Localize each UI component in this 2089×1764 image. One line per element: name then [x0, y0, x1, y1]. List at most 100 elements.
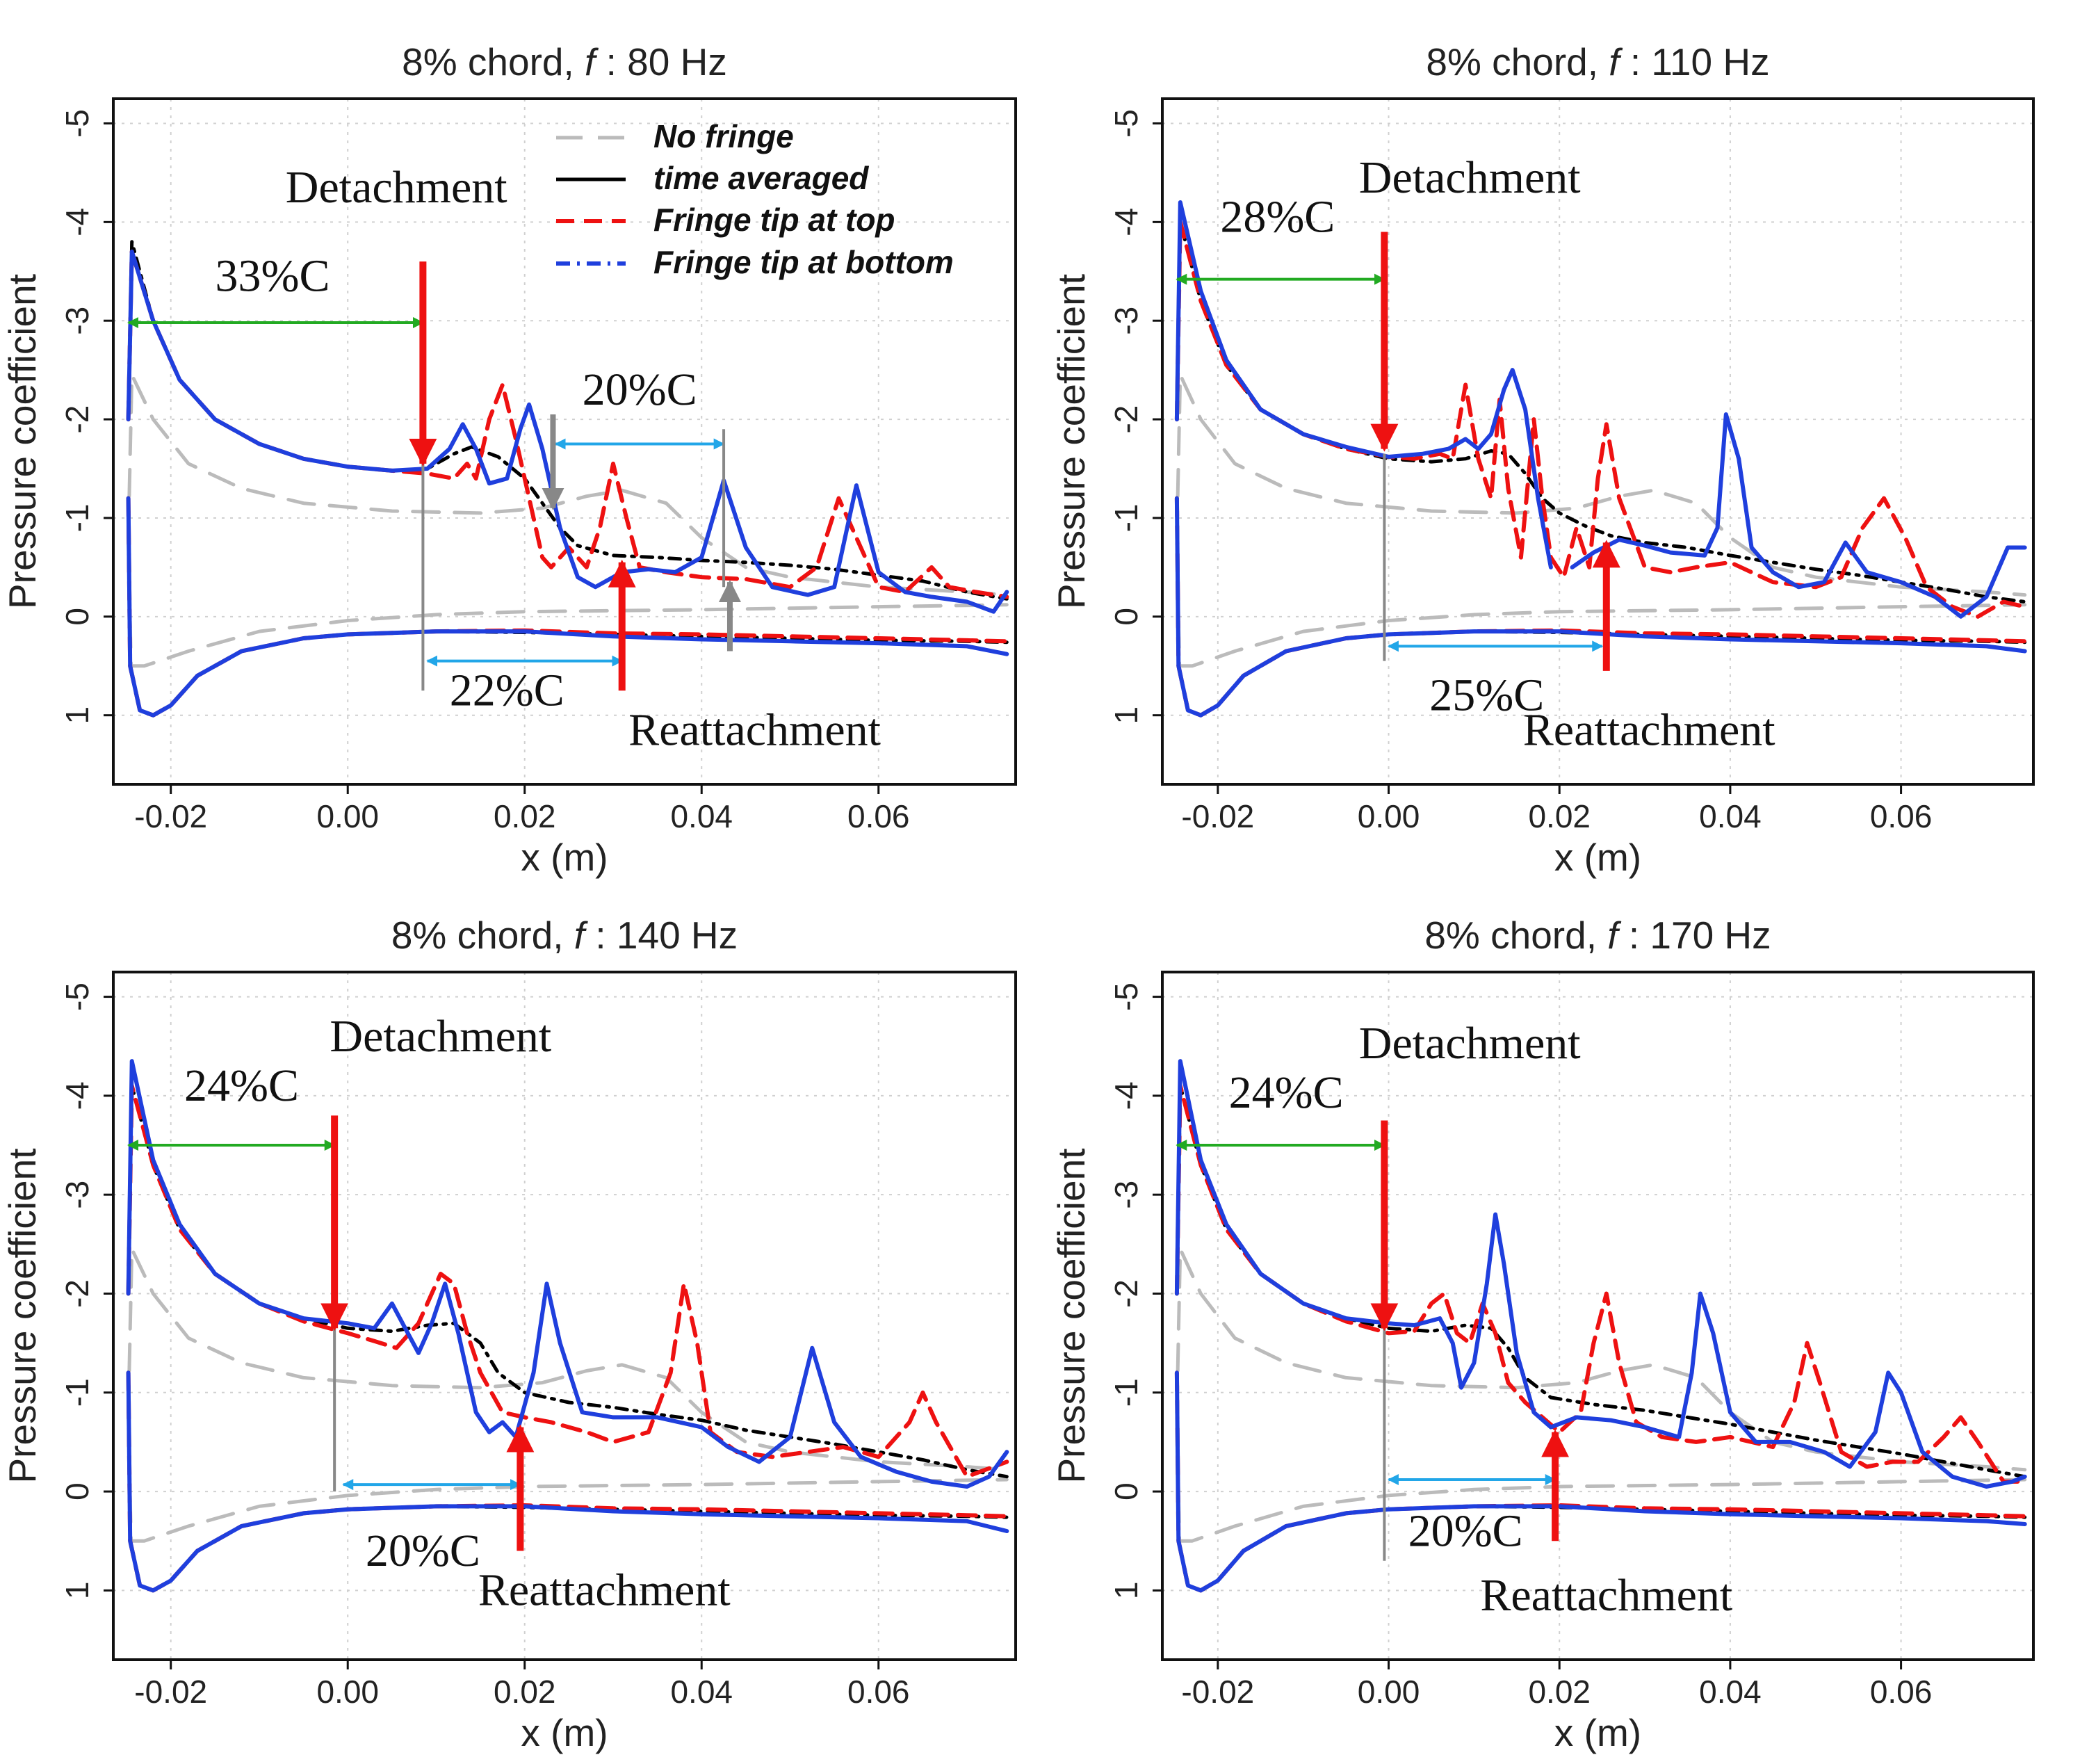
y-tick-label: -4 — [1108, 208, 1144, 236]
plot-frame — [112, 971, 1017, 1661]
legend-label: time averaged — [653, 160, 869, 196]
y-tick-label: -3 — [1108, 307, 1144, 335]
y-tick-label: 1 — [1108, 706, 1144, 725]
title-suffix: : 80 Hz — [595, 40, 727, 83]
fringe-tip-bottom-lower-line — [126, 496, 1009, 718]
annotation-text: 25%C — [1429, 670, 1544, 721]
y-tick-label: 1 — [1108, 1582, 1144, 1600]
no-fringe-lower-line — [127, 535, 1009, 668]
plot-area — [126, 1059, 1009, 1593]
annotation-text: 28%C — [1220, 192, 1335, 243]
panel-title: 8% chord, f : 80 Hz — [402, 40, 727, 83]
plot-area — [1174, 200, 2027, 718]
panel-3: -0.02 0.00 0.02 0.04 0.06 -5 -4 -3 -2 -1 0 1 x (m) Pr… — [1, 914, 1017, 1754]
fringe-tip-bottom-lower-line — [1174, 1370, 2027, 1593]
legend-label: No fringe — [653, 118, 794, 154]
y-tick-label: -5 — [1108, 982, 1144, 1011]
y-tick-label: -3 — [59, 307, 95, 335]
y-tick-label: -4 — [59, 1081, 95, 1110]
x-axis-label: x (m) — [521, 836, 608, 879]
annotation-text: Reattachment — [628, 704, 881, 755]
fringe-tip-bottom-upper-line — [126, 1059, 1009, 1489]
x-tick-label: 0.00 — [1358, 1674, 1420, 1710]
annotation-text: 20%C — [583, 364, 697, 415]
title-suffix: : 140 Hz — [585, 914, 738, 957]
y-tick-label: 1 — [59, 1582, 95, 1600]
plot-frame — [1161, 97, 2035, 786]
x-axis-label: x (m) — [1554, 836, 1641, 879]
y-tick-label: -1 — [59, 1378, 95, 1407]
y-tick-label: -3 — [1108, 1181, 1144, 1209]
y-tick-label: -5 — [1108, 109, 1144, 138]
fringe-tip-bottom-lower-line — [1174, 496, 2027, 718]
title-prefix: 8% chord, — [1424, 914, 1607, 957]
annotation-text: Detachment — [1359, 1018, 1581, 1069]
annotation-text: Detachment — [286, 162, 507, 213]
x-tick-label: -0.02 — [1181, 1674, 1254, 1710]
x-tick-label: 0.04 — [670, 1674, 733, 1710]
x-tick-label: -0.02 — [134, 798, 207, 834]
x-tick-label: 0.02 — [494, 798, 556, 834]
title-prefix: 8% chord, — [391, 914, 574, 957]
y-axis-label: Pressure coefficient — [1, 274, 44, 609]
y-axis-label: Pressure coefficient — [1050, 274, 1093, 609]
fringe-tip-bottom-lower-line — [126, 1370, 1009, 1593]
annotation-text: 33%C — [216, 251, 330, 302]
title-suffix: : 170 Hz — [1618, 914, 1771, 957]
y-tick-label: -2 — [59, 1279, 95, 1308]
x-tick-label: 0.04 — [1699, 1674, 1762, 1710]
plot-frame — [1161, 971, 2035, 1661]
y-tick-label: -2 — [59, 405, 95, 434]
y-tick-label: -2 — [1108, 405, 1144, 434]
no-fringe-upper-line — [127, 373, 1009, 597]
y-tick-label: -1 — [1108, 503, 1144, 532]
plot-area — [126, 240, 1009, 718]
y-tick-label: 1 — [59, 706, 95, 725]
x-tick-label: 0.06 — [1870, 798, 1933, 834]
y-tick-label: -4 — [1108, 1081, 1144, 1110]
annotation-text: 24%C — [184, 1060, 299, 1111]
x-axis-label: x (m) — [1554, 1711, 1641, 1754]
panel-4: -0.02 0.00 0.02 0.04 0.06 -5 -4 -3 -2 -1 0 1 x (m) Pr… — [1050, 914, 2035, 1754]
x-tick-label: 0.02 — [1528, 798, 1591, 834]
y-tick-label: -5 — [59, 109, 95, 138]
fringe-tip-bottom-upper-line — [1174, 200, 2027, 619]
x-tick-label: 0.00 — [1358, 798, 1420, 834]
fringe-tip-bottom-upper-line — [126, 249, 1009, 614]
y-tick-label: -5 — [59, 982, 95, 1011]
annotation-text: Reattachment — [478, 1565, 731, 1616]
x-tick-label: 0.06 — [847, 798, 910, 834]
x-tick-label: -0.02 — [134, 1674, 207, 1710]
annotation-text: Detachment — [330, 1011, 551, 1062]
y-tick-label: 0 — [1108, 1482, 1144, 1500]
x-tick-label: 0.04 — [1699, 798, 1762, 834]
fringe-tip-top-upper-line — [1174, 1083, 2027, 1484]
title-suffix: : 110 Hz — [1620, 40, 1770, 83]
x-tick-label: 0.04 — [670, 798, 733, 834]
x-tick-label: 0.06 — [1870, 1674, 1933, 1710]
y-tick-label: -1 — [1108, 1378, 1144, 1407]
panel-title: 8% chord, f : 110 Hz — [1426, 40, 1769, 83]
panel-2: -0.02 0.00 0.02 0.04 0.06 -5 -4 -3 -2 -1 0 1 x (m) Pr… — [1050, 40, 2035, 879]
y-tick-label: 0 — [59, 608, 95, 626]
x-tick-label: 0.00 — [316, 798, 379, 834]
y-tick-label: 0 — [59, 1482, 95, 1500]
x-tick-label: 0.06 — [847, 1674, 910, 1710]
y-tick-label: -2 — [1108, 1279, 1144, 1308]
no-fringe-upper-line — [1175, 1247, 2027, 1472]
y-tick-label: -1 — [59, 503, 95, 532]
no-fringe-lower-line — [1175, 1410, 2027, 1543]
y-tick-label: 0 — [1108, 608, 1144, 626]
annotation-text: 22%C — [450, 665, 564, 716]
x-tick-label: -0.02 — [1181, 798, 1254, 834]
y-tick-label: -4 — [59, 208, 95, 236]
x-tick-label: 0.00 — [316, 1674, 379, 1710]
panel-title: 8% chord, f : 170 Hz — [1424, 914, 1771, 957]
y-axis-label: Pressure coefficient — [1, 1148, 44, 1483]
title-prefix: 8% chord, — [1426, 40, 1609, 83]
time-averaged-upper-line — [1175, 1084, 2027, 1479]
panel-title: 8% chord, f : 140 Hz — [391, 914, 738, 957]
plot-frame — [112, 97, 1017, 786]
plot-area — [1174, 1059, 2027, 1593]
